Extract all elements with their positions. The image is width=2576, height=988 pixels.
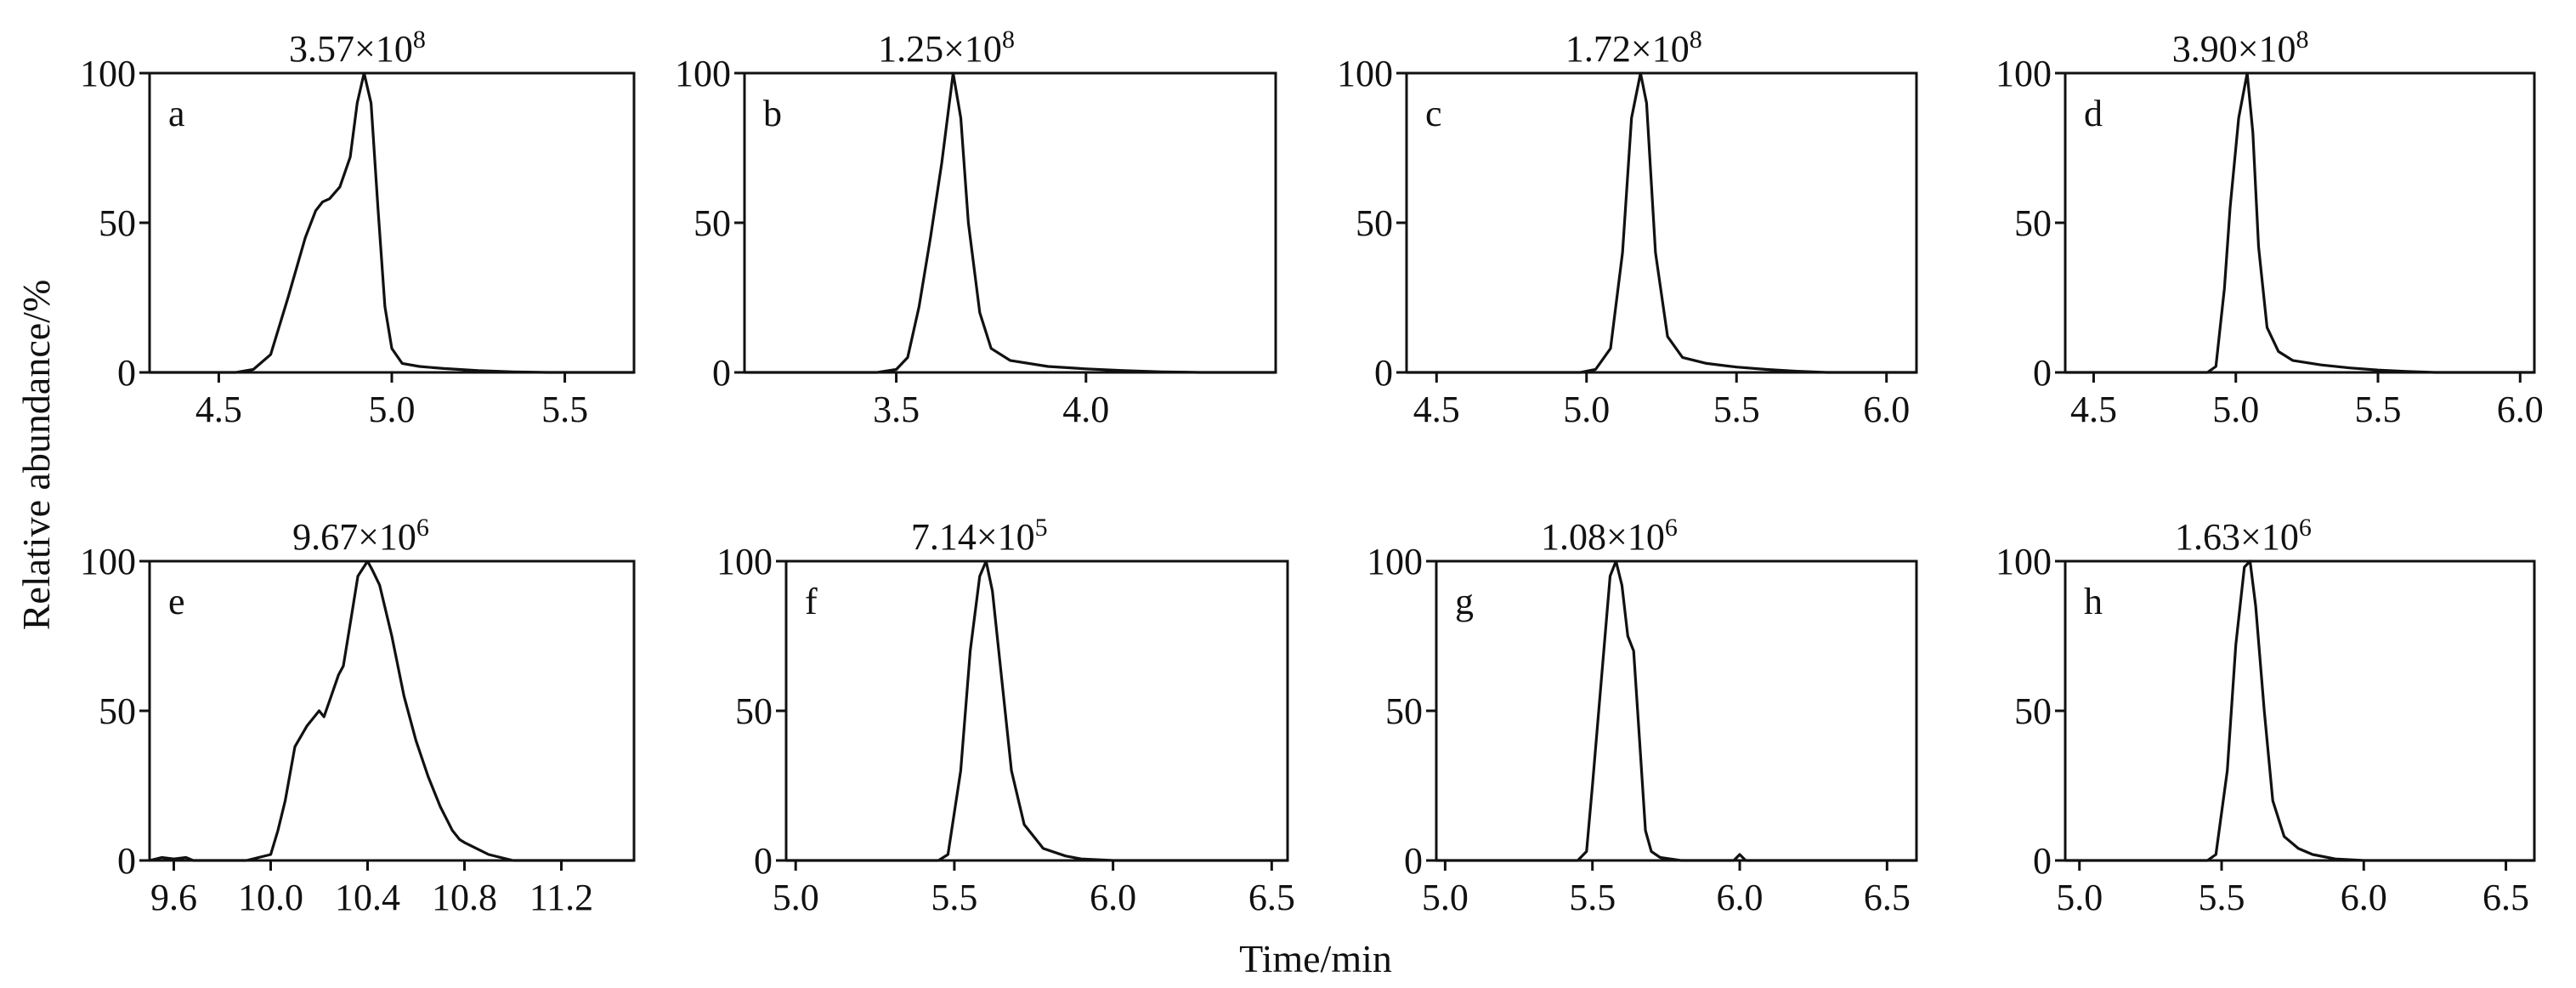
x-tick-label: 6.0 xyxy=(1090,877,1136,918)
plot-frame xyxy=(743,71,1277,374)
chromatogram-trace xyxy=(148,559,636,862)
y-tick-label: 100 xyxy=(1367,541,1423,582)
y-tick-label: 0 xyxy=(2033,352,2052,394)
peak-intensity-title: 1.63×106 xyxy=(2175,514,2312,558)
y-tick-label: 0 xyxy=(754,840,773,882)
peak-intensity-title: 1.72×108 xyxy=(1565,26,1702,70)
y-tick-label: 0 xyxy=(2033,840,2052,882)
chromatogram-trace xyxy=(1435,559,1918,862)
panels-group: 0 50 100 4.5 5.0 5.5 a 3.57×108 0 50 100 3.5 4.0 b 1.2… xyxy=(80,26,2544,918)
plot-frame xyxy=(2064,559,2536,862)
x-tick-label: 6.5 xyxy=(2483,877,2529,918)
chromatogram-trace xyxy=(148,71,636,374)
y-tick-label: 50 xyxy=(1385,690,1423,732)
y-tick-label: 0 xyxy=(1404,840,1423,882)
panel-d: 0 50 100 4.5 5.0 5.5 6.0 d 3.90×108 xyxy=(1996,26,2544,430)
panel-letter: c xyxy=(1425,93,1442,134)
chromatogram-trace xyxy=(1405,71,1918,374)
y-tick-label: 0 xyxy=(117,840,136,882)
y-tick-label: 50 xyxy=(694,202,731,244)
panel-h: 0 50 100 5.0 5.5 6.0 6.5 h 1.63×106 xyxy=(1996,514,2536,918)
plot-frame xyxy=(1435,559,1918,862)
peak-intensity-title: 3.57×108 xyxy=(289,26,426,70)
plot-frame xyxy=(2064,71,2536,374)
y-tick-label: 100 xyxy=(1996,53,2052,94)
peak-intensity-title: 7.14×105 xyxy=(911,514,1048,558)
x-tick-label: 9.6 xyxy=(150,877,197,918)
x-tick-label: 5.5 xyxy=(931,877,977,918)
chromatogram-trace xyxy=(2064,71,2536,374)
panel-letter: f xyxy=(805,581,818,622)
y-tick-label: 100 xyxy=(1996,541,2052,582)
chromatogram-trace xyxy=(784,559,1289,862)
panel-letter: h xyxy=(2084,581,2103,622)
plot-frame xyxy=(1405,71,1918,374)
x-tick-label: 11.2 xyxy=(529,877,593,918)
x-tick-label: 10.4 xyxy=(335,877,400,918)
y-tick-label: 0 xyxy=(1374,352,1393,394)
x-axis-title: Time/min xyxy=(1239,937,1392,980)
x-tick-label: 4.5 xyxy=(195,389,242,430)
y-tick-label: 50 xyxy=(735,690,773,732)
y-tick-label: 100 xyxy=(716,541,773,582)
panel-letter: d xyxy=(2084,93,2103,134)
y-tick-label: 50 xyxy=(99,202,136,244)
y-tick-label: 100 xyxy=(675,53,731,94)
x-tick-label: 5.0 xyxy=(2212,389,2259,430)
x-tick-label: 6.0 xyxy=(2341,877,2387,918)
chromatogram-trace xyxy=(2064,559,2536,862)
chromatogram-trace xyxy=(743,71,1277,374)
peak-intensity-title: 1.08×106 xyxy=(1541,514,1678,558)
x-tick-label: 5.0 xyxy=(1563,389,1610,430)
x-tick-label: 5.0 xyxy=(773,877,819,918)
plot-frame xyxy=(148,559,636,862)
y-tick-label: 0 xyxy=(117,352,136,394)
y-tick-label: 50 xyxy=(2014,202,2052,244)
y-tick-label: 100 xyxy=(1337,53,1393,94)
y-tick-label: 100 xyxy=(80,541,136,582)
y-tick-label: 0 xyxy=(712,352,731,394)
panel-a: 0 50 100 4.5 5.0 5.5 a 3.57×108 xyxy=(80,26,636,430)
y-tick-label: 50 xyxy=(2014,690,2052,732)
x-tick-label: 6.0 xyxy=(1717,877,1764,918)
x-tick-label: 3.5 xyxy=(873,389,920,430)
peak-intensity-title: 9.67×106 xyxy=(292,514,429,558)
y-tick-label: 100 xyxy=(80,53,136,94)
x-tick-label: 5.5 xyxy=(2355,389,2402,430)
peak-intensity-title: 3.90×108 xyxy=(2172,26,2309,70)
x-tick-label: 5.0 xyxy=(369,389,416,430)
x-tick-label: 5.5 xyxy=(1713,389,1760,430)
y-axis-title: Relative abundance/% xyxy=(14,280,58,631)
x-tick-label: 5.0 xyxy=(2056,877,2103,918)
x-tick-label: 10.8 xyxy=(432,877,497,918)
plot-frame xyxy=(148,71,636,374)
x-tick-label: 5.5 xyxy=(541,389,588,430)
panel-letter: a xyxy=(168,93,185,134)
panel-c: 0 50 100 4.5 5.0 5.5 6.0 c 1.72×108 xyxy=(1337,26,1918,430)
y-tick-label: 50 xyxy=(99,690,136,732)
x-tick-label: 4.5 xyxy=(1413,389,1460,430)
x-tick-label: 5.0 xyxy=(1422,877,1469,918)
peak-intensity-title: 1.25×108 xyxy=(878,26,1015,70)
panel-letter: g xyxy=(1455,581,1474,622)
x-tick-label: 5.5 xyxy=(1569,877,1616,918)
panel-e: 0 50 100 9.6 10.0 10.4 10.8 11.2 e 9.67×106 xyxy=(80,514,636,918)
x-tick-label: 5.5 xyxy=(2199,877,2245,918)
y-tick-label: 50 xyxy=(1356,202,1393,244)
plot-frame xyxy=(784,559,1289,862)
x-tick-label: 4.0 xyxy=(1062,389,1109,430)
x-tick-label: 4.5 xyxy=(2070,389,2117,430)
panel-b: 0 50 100 3.5 4.0 b 1.25×108 xyxy=(675,26,1277,430)
x-tick-label: 6.0 xyxy=(2497,389,2544,430)
panel-letter: b xyxy=(763,93,782,134)
panel-letter: e xyxy=(168,581,185,622)
panel-g: 0 50 100 5.0 5.5 6.0 6.5 g 1.08×106 xyxy=(1367,514,1918,918)
panel-f: 0 50 100 5.0 5.5 6.0 6.5 f 7.14×105 xyxy=(716,514,1295,918)
x-tick-label: 10.0 xyxy=(238,877,303,918)
x-tick-label: 6.0 xyxy=(1863,389,1910,430)
x-tick-label: 6.5 xyxy=(1248,877,1295,918)
x-tick-label: 6.5 xyxy=(1864,877,1911,918)
